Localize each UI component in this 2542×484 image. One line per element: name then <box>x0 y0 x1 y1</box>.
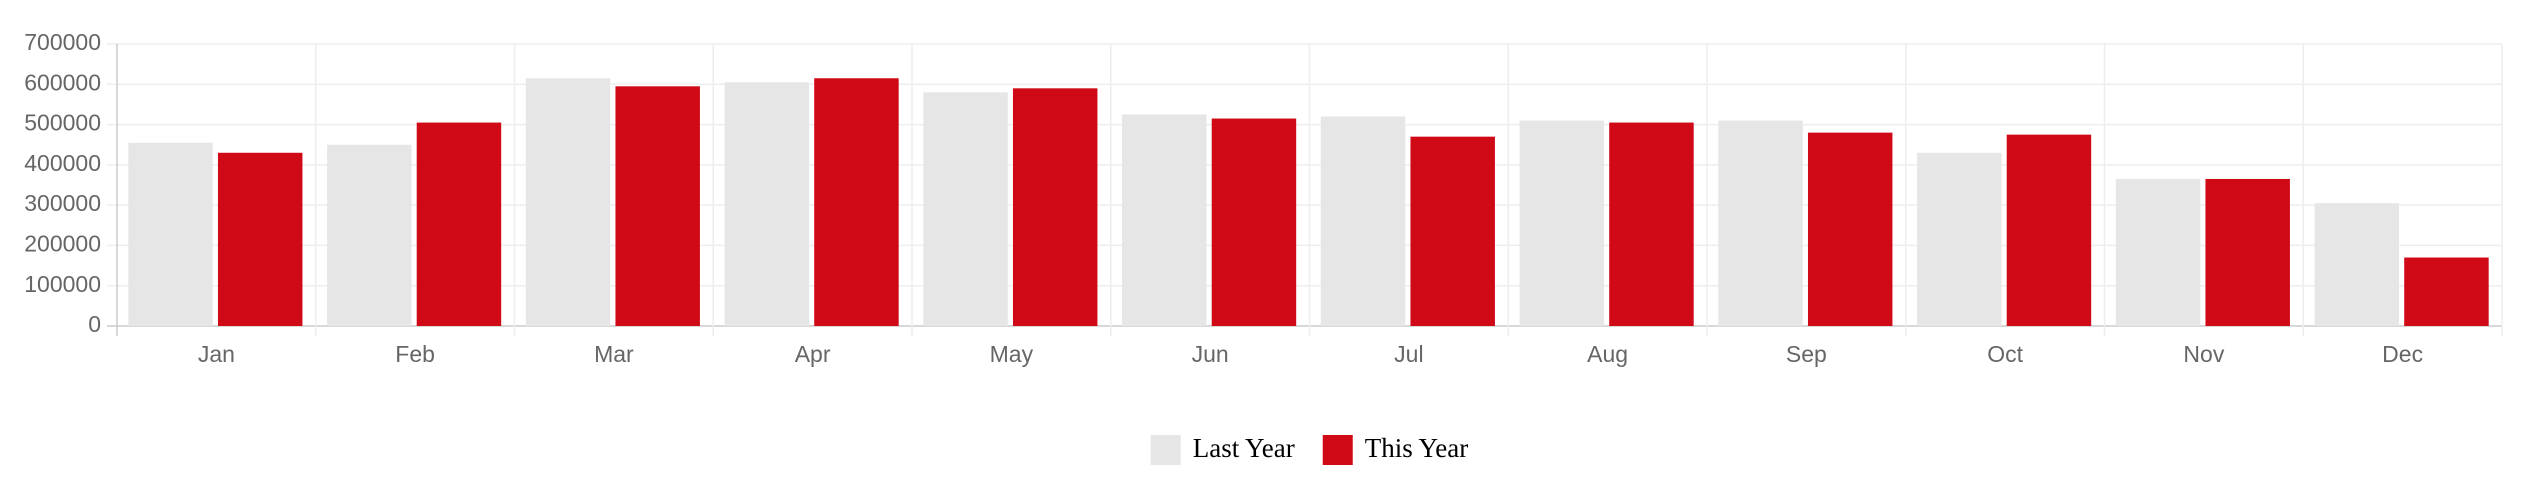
legend-label: Last Year <box>1193 433 1295 463</box>
bar <box>1609 122 1694 326</box>
legend-swatch <box>1322 435 1353 465</box>
x-tick-label: Mar <box>594 341 634 367</box>
x-tick-label: Dec <box>2382 341 2423 367</box>
bar <box>2314 203 2400 326</box>
x-tick-label: Oct <box>1987 341 2023 367</box>
y-tick-label: 200000 <box>24 231 101 257</box>
bar <box>1718 120 1803 327</box>
x-tick-label: Nov <box>2183 341 2224 367</box>
bar <box>1410 136 1495 326</box>
bar <box>1807 132 1893 326</box>
y-tick-label: 300000 <box>24 190 101 216</box>
y-tick-label: 500000 <box>24 110 101 136</box>
bar <box>923 92 1008 326</box>
bar <box>615 86 700 326</box>
bar <box>1519 120 1605 327</box>
y-tick-label: 100000 <box>24 271 101 297</box>
bar <box>814 78 899 326</box>
x-tick-label: May <box>990 341 1034 367</box>
legend-swatch <box>1150 435 1181 465</box>
bar <box>2205 178 2290 326</box>
bar <box>416 122 502 326</box>
x-tick-label: Jun <box>1192 341 1229 367</box>
y-tick-label: 0 <box>88 311 101 337</box>
bar <box>128 142 213 326</box>
x-tick-label: Jan <box>198 341 235 367</box>
y-tick-label: 600000 <box>24 69 101 95</box>
y-tick-label: 400000 <box>24 150 101 176</box>
bar <box>1012 88 1098 326</box>
bar <box>327 144 412 326</box>
bar <box>1320 116 1406 326</box>
bar <box>1211 118 1297 327</box>
bar <box>2404 257 2489 326</box>
legend-label: This Year <box>1365 433 1469 463</box>
x-tick-label: Sep <box>1786 341 1827 367</box>
bar <box>1122 114 1207 326</box>
bar <box>1917 152 2002 326</box>
y-tick-label: 700000 <box>24 29 101 55</box>
x-tick-label: Aug <box>1587 341 1628 367</box>
x-tick-label: Apr <box>795 341 831 367</box>
bar <box>2006 134 2092 326</box>
bar <box>217 152 303 326</box>
bar <box>525 78 611 326</box>
bar <box>724 82 810 327</box>
bar <box>2115 178 2201 326</box>
x-tick-label: Feb <box>395 341 435 367</box>
x-tick-label: Jul <box>1394 341 1423 367</box>
